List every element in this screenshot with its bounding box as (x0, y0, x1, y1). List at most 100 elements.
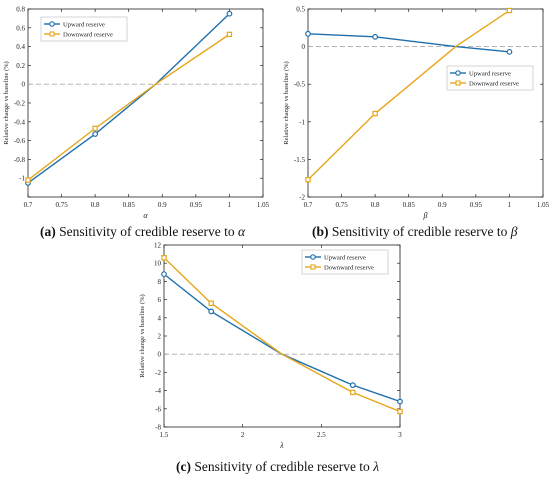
chart-c-legend-box (301, 249, 389, 275)
chart-c-xtick-label: 1.5 (160, 431, 169, 439)
chart-c-legend-upward-marker (310, 254, 316, 260)
chart-a-downward-point (25, 177, 31, 183)
chart-b-xtick-label: 0.95 (470, 201, 483, 209)
chart-b-xtick-label: 0.75 (335, 201, 348, 209)
chart-c-ytick-label: 6 (158, 296, 162, 304)
chart-c-downward-point (161, 255, 167, 261)
chart-b-xtick-label: 0.9 (438, 201, 447, 209)
chart-b-xtick-label: 1 (508, 201, 512, 209)
chart-b-upward-line (307, 33, 510, 53)
chart-b-ytick-label: -2 (299, 194, 305, 202)
chart-c-upward-point (397, 398, 403, 405)
chart-a-downward-point (92, 125, 98, 132)
chart-b-xlabel: β (423, 211, 428, 220)
chart-b-legend-upward-marker (455, 70, 461, 76)
chart-b-xtick-label: 1.05 (537, 201, 550, 209)
chart-a-ytick-label: 0.2 (16, 62, 25, 70)
chart-a-upward-point (226, 10, 233, 17)
chart-c-xtick-label: 2 (241, 431, 245, 439)
chart-b-ytick-label: 0.5 (296, 6, 305, 14)
chart-c-ylabel: Relative change vs baseline (%) (139, 294, 146, 377)
chart-c-upward-line (163, 273, 401, 403)
chart-b-frame (307, 8, 544, 198)
caption-a-symbol: α (237, 224, 246, 239)
chart-a: 0.7 0.75 0.8 0.85 0.9 0.95 1 1.05 -1 -0.8 -0.6 -0.4… (3, 6, 270, 221)
chart-a-ytick-label: -0.2 (14, 100, 26, 108)
chart-b-upward-point (506, 48, 513, 55)
chart-b-upward-point (372, 33, 379, 40)
chart-b-upward-point (305, 30, 311, 37)
chart-b-ytick-label: -0.5 (294, 81, 306, 89)
chart-c-xlabel: λ (279, 441, 284, 450)
chart-c-ytick-label: -8 (155, 424, 161, 432)
caption-b-label: (b) (312, 224, 329, 239)
chart-c-ytick-label: -2 (155, 369, 161, 377)
chart-b-ylabel: Relative change vs baseline (%) (283, 61, 290, 144)
chart-c-legend: Upward reserve Downward reserve (301, 249, 389, 275)
chart-a-legend-downward-label: Downward reserve (63, 31, 113, 38)
chart-c-ytick-label: 12 (154, 242, 162, 250)
chart-c-xtick-label: 3 (398, 431, 402, 439)
chart-a-ytick-label: 0.8 (16, 6, 25, 14)
chart-a-ytick-label: -1 (19, 175, 25, 183)
chart-a-upward-point (92, 131, 99, 137)
chart-c: 1.5 2 2.5 3 -8 -6 -4 -2 0 2 4 6 8 10 12 λ Relative chang… (139, 242, 403, 450)
chart-a-ytick-label: 0 (22, 81, 26, 89)
chart-a-ytick-label: -0.6 (14, 137, 26, 145)
chart-c-ytick-label: -4 (155, 387, 161, 395)
chart-c-xtick-label: 2.5 (317, 431, 326, 439)
caption-b-symbol: β (510, 224, 518, 239)
caption-c-text: Sensitivity of credible reserve to (194, 459, 370, 474)
chart-c-ytick-label: -6 (155, 405, 161, 413)
chart-b-legend: Upward reserve Downward reserve (446, 65, 534, 91)
chart-a-xtick-label: 0.95 (190, 201, 203, 209)
chart-b-xtick-label: 0.8 (371, 201, 380, 209)
chart-b-downward-point (506, 7, 513, 14)
chart-c-ytick-label: 2 (158, 333, 162, 341)
chart-b-downward-point (372, 110, 378, 117)
chart-c-upward-point (349, 382, 356, 389)
chart-b-downward-point (305, 177, 311, 183)
chart-c-upward-point (161, 271, 167, 278)
chart-c-downward-point (208, 300, 214, 306)
chart-a-xlabel: α (143, 211, 148, 220)
chart-b-xtick-label: 0.85 (403, 201, 416, 209)
caption-c: (c) Sensitivity of credible reserve to λ (176, 459, 379, 475)
caption-b: (b) Sensitivity of credible reserve to β (312, 224, 517, 240)
chart-c-legend-upward-label: Upward reserve (324, 254, 366, 261)
chart-a-ytick-label: -0.8 (14, 156, 26, 164)
chart-a-xtick-label: 0.8 (91, 201, 100, 209)
chart-b-downward-line (307, 9, 510, 181)
chart-a-ytick-label: 0.4 (16, 43, 25, 51)
chart-b-ytick-label: -1 (299, 118, 305, 126)
chart-a-xtick-label: 0.7 (24, 201, 33, 209)
chart-b-xtick-label: 0.7 (304, 201, 313, 209)
chart-a-xtick-label: 1 (228, 201, 232, 209)
chart-c-downward-point (397, 408, 403, 415)
caption-a-label: (a) (40, 224, 56, 239)
chart-a-legend-upward-label: Upward reserve (63, 21, 105, 28)
chart-a-ylabel: Relative change vs baseline (%) (3, 61, 10, 144)
caption-c-label: (c) (176, 459, 191, 474)
chart-b-ytick-label: -1.5 (294, 156, 306, 164)
chart-c-ytick-label: 10 (154, 260, 162, 268)
chart-a-downward-point (226, 31, 233, 38)
chart-c-legend-downward-label: Downward reserve (324, 264, 374, 271)
chart-a-xtick-label: 0.85 (123, 201, 136, 209)
chart-a-downward-line (27, 33, 230, 181)
chart-c-downward-point (350, 389, 356, 396)
chart-a-ytick-label: 0.6 (16, 24, 25, 32)
chart-b-ytick-label: 0 (302, 43, 306, 51)
chart-a-ytick-label: -0.4 (14, 118, 26, 126)
chart-b-legend-downward-label: Downward reserve (469, 80, 519, 87)
chart-a-upward-line (27, 13, 230, 184)
chart-c-ytick-label: 4 (158, 314, 162, 322)
chart-a-xtick-label: 0.9 (158, 201, 167, 209)
caption-a-text: Sensitivity of credible reserve to (59, 224, 235, 239)
chart-b-legend-upward-label: Upward reserve (469, 70, 511, 77)
caption-a: (a) Sensitivity of credible reserve to α (40, 224, 245, 240)
caption-c-symbol: λ (373, 459, 380, 474)
chart-c-legend-downward-marker (310, 264, 316, 270)
chart-c-ytick-label: 8 (158, 278, 162, 286)
chart-a-xtick-label: 0.75 (55, 201, 68, 209)
